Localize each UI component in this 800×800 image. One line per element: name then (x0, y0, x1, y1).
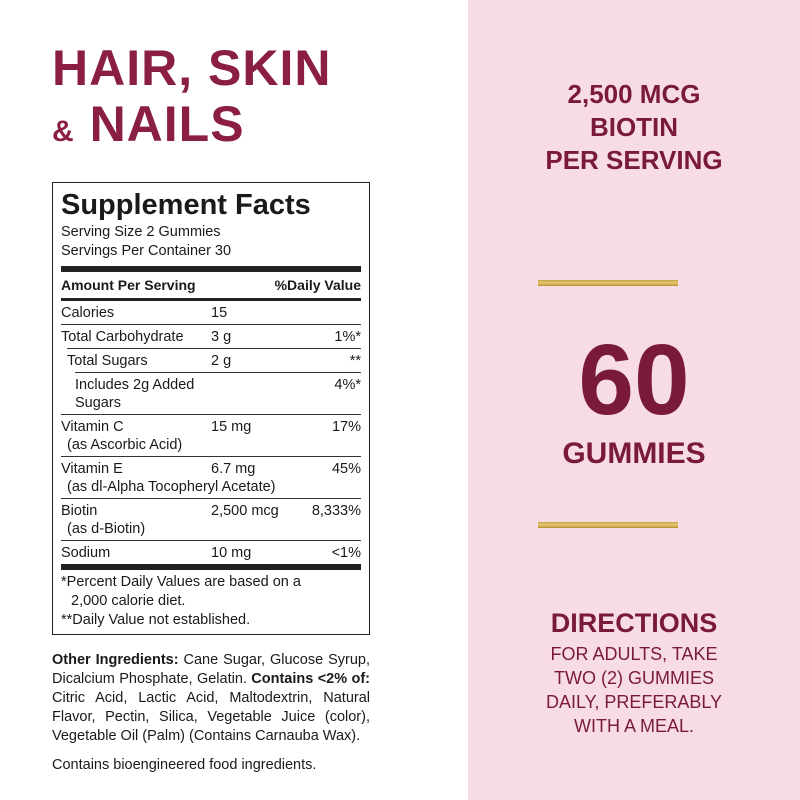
nutrient-dv: <1% (331, 545, 361, 561)
divider (61, 564, 361, 570)
col-amount: Amount Per Serving (61, 277, 196, 293)
nutrient-dv: 1%* (334, 329, 361, 345)
supplement-facts-panel: Supplement Facts Serving Size 2 Gummies … (52, 182, 370, 635)
nutrient-row: Biotin 2,500 mcg 8,333% (as d-Biotin) (61, 498, 361, 540)
nutrient-row: Vitamin E 6.7 mg 45% (as dl-Alpha Tocophery… (61, 456, 361, 498)
facts-header: Amount Per Serving %Daily Value (61, 272, 361, 298)
nutrient-source: (as d-Biotin) (67, 521, 146, 537)
serving-size: Serving Size 2 Gummies (61, 224, 221, 240)
directions-text: FOR ADULTS, TAKE TWO (2) GUMMIES DAILY, … (468, 642, 800, 738)
nutrient-row: Total Sugars 2 g ** (67, 348, 361, 372)
label-column: Supplement Facts Serving Size 2 Gummies … (52, 182, 370, 775)
gummy-count: 60 (578, 324, 690, 436)
nutrient-amount: 10 mg (211, 545, 252, 561)
nutrient-name: Vitamin E (61, 461, 123, 477)
left-panel: HAIR, SKIN & NAILS Supplement Facts Serv… (52, 40, 371, 775)
nutrient-row: Total Carbohydrate 3 g 1%* (61, 324, 361, 348)
ingredients-text: Cane Sugar, Glucose Syrup, Dicalcium Pho… (52, 652, 370, 687)
right-panel (468, 0, 800, 800)
directions-line: WITH A MEAL. (573, 716, 695, 736)
title-ampersand: & (52, 115, 75, 148)
nutrient-dv: 4%* (334, 377, 361, 393)
biotin-line-3: PER SERVING (545, 145, 723, 175)
title-line-1: HAIR, SKIN (52, 40, 332, 96)
nutrient-name: Calories (61, 305, 115, 321)
biotin-line-1: 2,500 MCG (567, 79, 701, 109)
nutrient-dv: ** (349, 353, 361, 369)
nutrient-amount: 15 (211, 305, 228, 321)
divider (61, 266, 361, 272)
gold-divider (538, 280, 678, 286)
nutrient-name: Vitamin C (61, 419, 124, 435)
servings-per-container: Servings Per Container 30 (61, 243, 232, 259)
biotin-callout: 2,500 MCG BIOTIN PER SERVING (468, 78, 800, 177)
directions-title: DIRECTIONS (550, 608, 718, 638)
nutrient-amount: 2,500 mcg (211, 503, 279, 519)
contains-text: Citric Acid, Lactic Acid, Maltodextrin, … (52, 690, 370, 744)
col-dv: %Daily Value (274, 277, 361, 293)
nutrient-source: (as dl-Alpha Tocopheryl Acetate) (67, 479, 276, 495)
nutrient-rows: Calories 15 Total Carbohydrate 3 g 1%* Total … (61, 301, 361, 564)
nutrient-amount: 2 g (211, 353, 232, 369)
nutrient-row: Calories 15 (61, 301, 361, 324)
nutrient-dv: 17% (331, 419, 361, 435)
nutrient-source: (as Ascorbic Acid) (67, 437, 183, 453)
contains-label: Contains <2% of: (251, 671, 371, 687)
nutrient-amount: 6.7 mg (211, 461, 256, 477)
directions-line: DAILY, PREFERABLY (545, 692, 723, 712)
ingredients-label: Other Ingredients: (52, 652, 179, 668)
nutrient-row: Sodium 10 mg <1% (61, 540, 361, 564)
footnote-1b: 2,000 calorie diet. (71, 593, 186, 609)
directions-line: TWO (2) GUMMIES (554, 668, 714, 688)
other-ingredients: Other Ingredients: Cane Sugar, Glucose S… (52, 651, 370, 746)
biotin-line-2: BIOTIN (589, 112, 679, 142)
footnotes: *Percent Daily Values are based on a 2,0… (61, 570, 361, 630)
facts-heading: Supplement Facts (61, 189, 311, 221)
directions-line: FOR ADULTS, TAKE (550, 644, 718, 664)
product-title: HAIR, SKIN & NAILS (52, 40, 331, 160)
nutrient-dv: 8,333% (311, 503, 361, 519)
title-line-2: NAILS (89, 96, 245, 152)
bioengineered-note: Contains bioengineered food ingredients. (52, 757, 317, 773)
nutrient-name: Sodium (61, 545, 111, 561)
nutrient-name: Total Carbohydrate (61, 329, 184, 345)
footnote-2: **Daily Value not established. (61, 612, 251, 628)
nutrient-dv: 45% (331, 461, 361, 477)
nutrient-row: Includes 2g Added Sugars 4%* (75, 372, 361, 414)
nutrient-name: Biotin (61, 503, 98, 519)
gummy-count-unit: GUMMIES (562, 437, 706, 470)
nutrient-amount: 15 mg (211, 419, 252, 435)
nutrient-name: Total Sugars (67, 353, 148, 369)
nutrient-name: Includes 2g Added Sugars (75, 377, 195, 411)
gold-divider (538, 522, 678, 528)
nutrient-amount: 3 g (211, 329, 232, 345)
nutrient-row: Vitamin C 15 mg 17% (as Ascorbic Acid) (61, 414, 361, 456)
divider (61, 298, 361, 301)
footnote-1: *Percent Daily Values are based on a (61, 574, 301, 590)
